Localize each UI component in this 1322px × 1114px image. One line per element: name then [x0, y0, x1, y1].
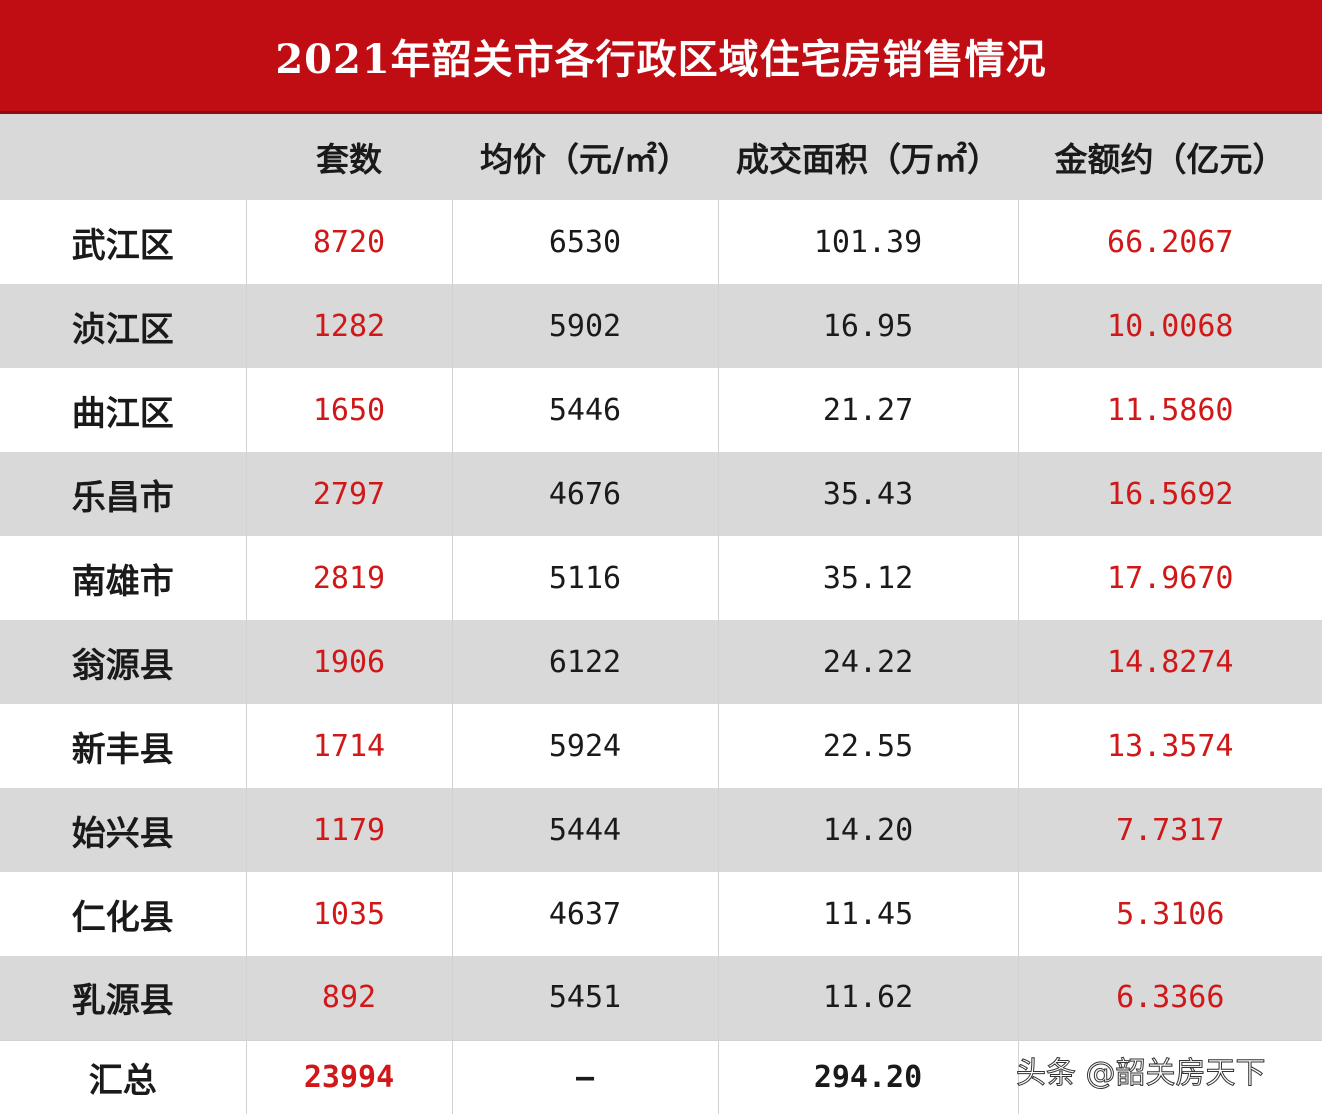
region-cell: 新丰县 [0, 704, 247, 788]
area-cell: 35.43 [718, 452, 1019, 536]
avg-price-cell: 6122 [452, 620, 719, 704]
area-cell: 24.22 [718, 620, 1019, 704]
units-cell: 892 [246, 956, 453, 1040]
avg-price-cell: 5924 [452, 704, 719, 788]
total-avg-price-cell: — [452, 1040, 719, 1114]
area-cell: 21.27 [718, 368, 1019, 452]
units-cell: 1906 [246, 620, 453, 704]
units-cell: 1650 [246, 368, 453, 452]
amount-cell: 11.5860 [1107, 392, 1234, 428]
table-row: 新丰县 1714 5924 22.55 13.3574 [0, 704, 1322, 788]
total-row: 汇总 23994 — 294.20 [0, 1040, 1322, 1114]
amount-cell: 10.0068 [1107, 308, 1234, 344]
amount-cell: 6.3366 [1116, 980, 1225, 1016]
area-cell: 16.95 [718, 284, 1019, 368]
title-banner: 2021年韶关市各行政区域住宅房销售情况 [0, 0, 1322, 114]
avg-price-cell: 4637 [452, 872, 719, 956]
column-header-region [0, 114, 246, 200]
table-row: 始兴县 1179 5444 14.20 7.7317 [0, 788, 1322, 872]
table-row: 武江区 8720 6530 101.39 66.2067 [0, 200, 1322, 284]
table-row: 曲江区 1650 5446 21.27 11.5860 [0, 368, 1322, 452]
table-row: 乳源县 892 5451 11.62 6.3366 [0, 956, 1322, 1040]
table-row: 浈江区 1282 5902 16.95 10.0068 [0, 284, 1322, 368]
area-cell: 22.55 [718, 704, 1019, 788]
amount-cell: 5.3106 [1116, 896, 1225, 932]
region-cell: 南雄市 [0, 536, 247, 620]
column-header-amount: 金额约（亿元） [1054, 140, 1286, 179]
avg-price-cell: 5446 [452, 368, 719, 452]
avg-price-cell: 4676 [452, 452, 719, 536]
watermark-text: 头条 @韶关房天下 [1016, 1056, 1267, 1092]
units-cell: 1714 [246, 704, 453, 788]
amount-cell: 7.7317 [1116, 812, 1225, 848]
area-cell: 11.45 [718, 872, 1019, 956]
region-cell: 仁化县 [0, 872, 247, 956]
amount-cell: 17.9670 [1107, 560, 1234, 596]
table-header-row: 套数 均价（元/㎡） 成交面积（万㎡） 金额约（亿元） [0, 114, 1322, 200]
total-area-cell: 294.20 [718, 1040, 1019, 1114]
units-cell: 2797 [246, 452, 453, 536]
avg-price-cell: 5902 [452, 284, 719, 368]
table-row: 仁化县 1035 4637 11.45 5.3106 [0, 872, 1322, 956]
column-header-area: 成交面积（万㎡） [736, 140, 1000, 179]
total-label: 汇总 [0, 1040, 247, 1114]
sales-table: 套数 均价（元/㎡） 成交面积（万㎡） 金额约（亿元） 武江区 8720 653… [0, 114, 1322, 1114]
amount-cell: 66.2067 [1107, 224, 1234, 260]
table-row: 乐昌市 2797 4676 35.43 16.5692 [0, 452, 1322, 536]
avg-price-cell: 5116 [452, 536, 719, 620]
table-row: 翁源县 1906 6122 24.22 14.8274 [0, 620, 1322, 704]
units-cell: 1035 [246, 872, 453, 956]
amount-cell: 13.3574 [1107, 728, 1234, 764]
region-cell: 始兴县 [0, 788, 247, 872]
region-cell: 乐昌市 [0, 452, 247, 536]
area-cell: 11.62 [718, 956, 1019, 1040]
column-header-units: 套数 [316, 140, 382, 179]
region-cell: 乳源县 [0, 956, 247, 1040]
units-cell: 1179 [246, 788, 453, 872]
region-cell: 武江区 [0, 200, 247, 284]
table-row: 南雄市 2819 5116 35.12 17.9670 [0, 536, 1322, 620]
units-cell: 2819 [246, 536, 453, 620]
region-cell: 曲江区 [0, 368, 247, 452]
area-cell: 101.39 [718, 200, 1019, 284]
units-cell: 1282 [246, 284, 453, 368]
units-cell: 8720 [246, 200, 453, 284]
area-cell: 14.20 [718, 788, 1019, 872]
avg-price-cell: 5444 [452, 788, 719, 872]
column-header-avg-price: 均价（元/㎡） [479, 140, 691, 179]
amount-cell: 16.5692 [1107, 476, 1234, 512]
avg-price-cell: 6530 [452, 200, 719, 284]
region-cell: 翁源县 [0, 620, 247, 704]
avg-price-cell: 5451 [452, 956, 719, 1040]
page-title: 2021年韶关市各行政区域住宅房销售情况 [275, 35, 1047, 83]
total-units-cell: 23994 [246, 1040, 453, 1114]
amount-cell: 14.8274 [1107, 644, 1234, 680]
region-cell: 浈江区 [0, 284, 247, 368]
area-cell: 35.12 [718, 536, 1019, 620]
